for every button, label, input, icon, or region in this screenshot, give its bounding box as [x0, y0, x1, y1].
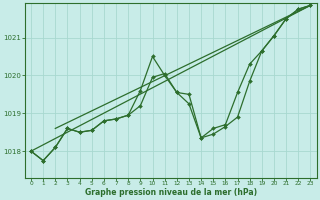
X-axis label: Graphe pression niveau de la mer (hPa): Graphe pression niveau de la mer (hPa) [85, 188, 257, 197]
